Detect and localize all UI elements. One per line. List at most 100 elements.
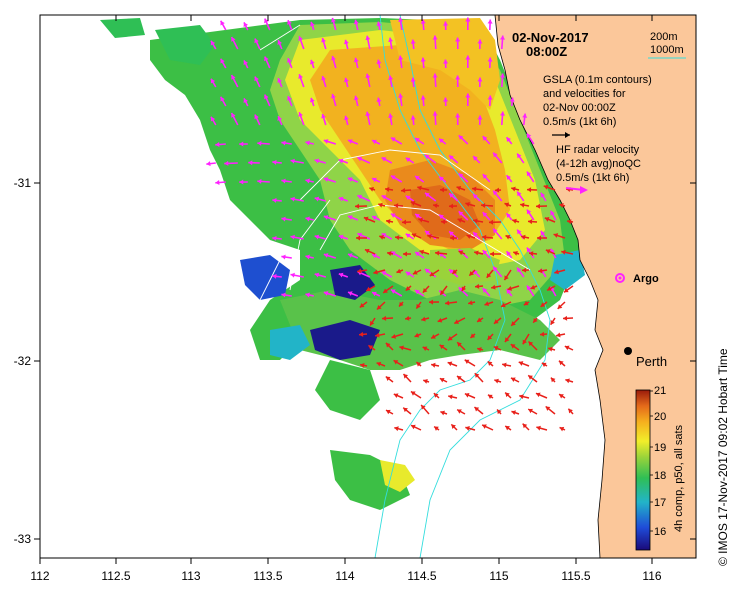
velocity-arrowhead: [540, 192, 546, 198]
velocity-arrowhead: [443, 59, 449, 64]
velocity-arrowhead: [454, 319, 460, 324]
velocity-arrowhead: [365, 73, 371, 79]
velocity-arrowhead: [401, 187, 406, 193]
velocity-arrowhead: [338, 196, 344, 202]
colorbar-tick-label: 17: [654, 497, 666, 509]
velocity-arrowhead: [457, 342, 462, 347]
velocity-arrowhead: [353, 19, 359, 25]
velocity-arrowhead: [248, 160, 253, 166]
velocity-arrowhead: [482, 424, 487, 429]
velocity-arrowhead: [220, 96, 225, 102]
velocity-arrowhead: [445, 300, 450, 306]
colorbar-tick-label: 16: [654, 526, 666, 538]
colorbar-tick-label: 20: [654, 411, 666, 423]
velocity-arrowhead: [321, 113, 326, 119]
velocity-arrowhead: [224, 160, 229, 166]
velocity-arrowhead: [372, 291, 377, 297]
velocity-arrowhead: [429, 271, 435, 276]
velocity-arrowhead: [548, 346, 553, 352]
velocity-arrowhead: [314, 196, 320, 202]
velocity-arrowhead: [506, 213, 512, 218]
velocity-arrowhead: [287, 58, 292, 63]
velocity-arrowhead: [526, 133, 532, 139]
velocity-arrowhead: [254, 76, 259, 82]
velocity-arrowhead: [411, 233, 417, 238]
velocity-arrowhead: [473, 218, 478, 224]
velocity-arrowhead: [376, 59, 382, 65]
velocity-arrowhead: [568, 408, 573, 414]
velocity-arrowhead: [495, 187, 500, 193]
velocity-arrowhead: [220, 20, 225, 26]
velocity-arrowhead: [390, 137, 396, 142]
velocity-arrowhead: [509, 97, 515, 102]
velocity-arrowhead: [455, 37, 461, 42]
velocity-arrowhead: [506, 289, 512, 294]
velocity-arrowhead: [493, 266, 498, 272]
axis-ticks: [34, 15, 696, 564]
velocity-arrowhead: [331, 55, 336, 61]
velocity-arrowhead: [449, 193, 454, 198]
velocity-arrowhead: [506, 251, 512, 256]
velocity-arrowhead: [357, 194, 363, 200]
contour-legend-200m: 200m: [650, 31, 678, 43]
velocity-arrowhead: [504, 202, 510, 208]
velocity-arrowhead: [431, 334, 436, 339]
radar-legend-scale: 0.5m/s (1kt 6h): [556, 172, 629, 184]
velocity-arrowhead: [432, 35, 438, 40]
velocity-arrowhead: [528, 408, 533, 414]
velocity-arrowhead: [477, 39, 483, 44]
y-tick-label: -33: [14, 532, 32, 546]
velocity-arrowhead: [465, 17, 471, 22]
velocity-arrowhead: [443, 97, 449, 102]
velocity-arrowhead: [563, 287, 569, 293]
velocity-arrowhead: [390, 251, 396, 256]
gsla-legend-scale: 0.5m/s (1kt 6h): [543, 116, 616, 128]
velocity-arrowhead: [493, 152, 498, 158]
velocity-arrowhead: [386, 219, 391, 224]
velocity-arrowhead: [449, 155, 454, 160]
velocity-arrowhead: [440, 410, 445, 416]
velocity-arrowhead: [360, 362, 365, 368]
velocity-arrowhead: [487, 95, 493, 100]
velocity-arrowhead: [298, 112, 303, 117]
velocity-arrowhead: [365, 35, 371, 41]
velocity-arrowhead: [365, 111, 371, 117]
velocity-arrowhead: [405, 286, 411, 291]
velocity-arrowhead: [545, 249, 551, 254]
velocity-arrowhead: [215, 180, 220, 186]
velocity-arrowhead: [536, 425, 541, 431]
velocity-arrowhead: [443, 21, 449, 26]
velocity-arrowhead: [522, 113, 528, 118]
velocity-arrowhead: [458, 135, 464, 140]
velocity-arrowhead: [536, 203, 541, 209]
gsla-contours: [259, 24, 531, 301]
velocity-arrowhead: [210, 116, 216, 122]
velocity-arrowhead: [510, 344, 516, 349]
velocity-arrowhead: [290, 196, 295, 202]
velocity-arrowhead: [419, 249, 425, 255]
velocity-arrowhead: [461, 286, 467, 292]
velocity-arrowhead: [447, 361, 453, 367]
velocity-arrowhead: [522, 339, 528, 345]
velocity-arrowhead: [499, 73, 505, 78]
velocity-arrowhead: [493, 228, 498, 234]
velocity-arrowhead: [433, 203, 438, 209]
velocity-arrowhead: [398, 55, 404, 60]
map-time: 08:00Z: [526, 44, 567, 59]
velocity-arrowhead: [452, 269, 458, 274]
velocity-arrowhead: [305, 216, 310, 222]
velocity-arrowhead: [338, 272, 344, 278]
velocity-arrowhead: [550, 377, 556, 383]
velocity-arrowhead: [519, 394, 524, 400]
velocity-arrowhead: [344, 77, 349, 83]
velocity-arrowhead: [507, 285, 513, 291]
velocity-arrowhead: [423, 379, 428, 384]
velocity-arrowhead: [357, 232, 363, 238]
velocity-arrowhead: [439, 214, 444, 220]
velocity-arrowhead: [527, 187, 532, 193]
velocity-arrowhead: [541, 362, 547, 368]
velocity-arrowhead: [388, 113, 394, 118]
velocity-arrowhead: [505, 234, 511, 240]
velocity-arrowhead: [243, 60, 249, 66]
